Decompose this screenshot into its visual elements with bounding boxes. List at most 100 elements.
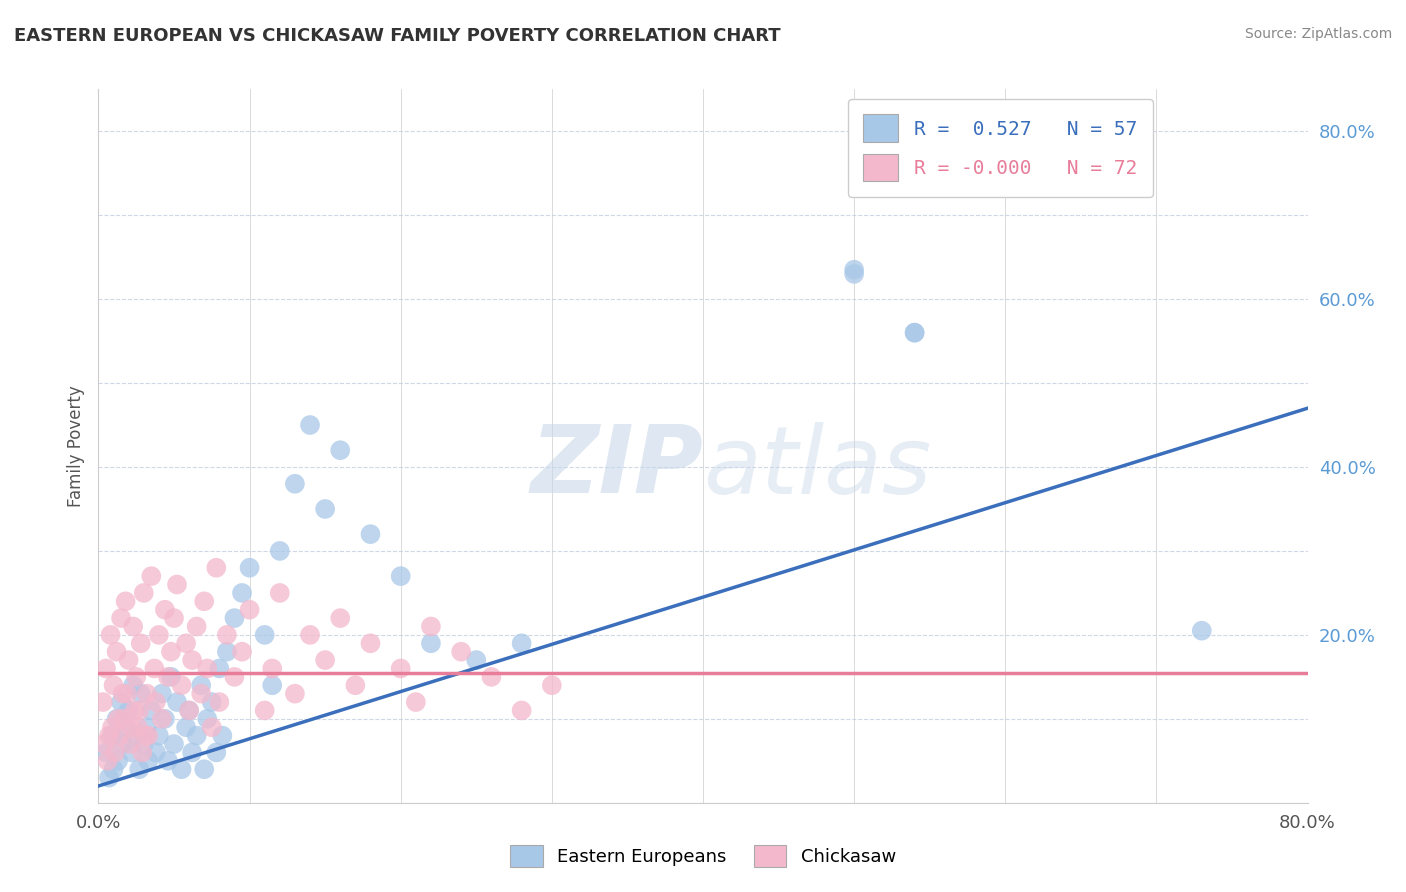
Point [128,703,150,717]
Point [141,569,163,583]
Point [132,586,155,600]
Point [208,695,231,709]
Point [224,670,246,684]
Point [201,720,224,734]
Point [215,628,238,642]
Point [114,594,136,608]
Point [135,720,157,734]
Point [193,594,215,608]
Point [132,737,155,751]
Point [121,746,143,760]
Point [153,712,176,726]
Point [103,762,125,776]
Point [160,670,183,684]
Point [465,653,488,667]
Point [166,577,188,591]
Point [118,703,141,717]
Point [284,476,307,491]
Point [98,771,121,785]
Point [121,720,143,734]
Y-axis label: Family Poverty: Family Poverty [66,385,84,507]
Point [91,695,114,709]
Text: Source: ZipAtlas.com: Source: ZipAtlas.com [1244,27,1392,41]
Point [314,502,336,516]
Point [107,712,129,726]
Point [145,746,167,760]
Point [124,703,146,717]
Point [450,645,472,659]
Point [179,703,201,717]
Point [389,661,412,675]
Point [105,712,128,726]
Point [540,678,562,692]
Point [156,670,179,684]
Point [195,712,218,726]
Point [141,703,163,717]
Point [114,720,136,734]
Point [131,746,153,760]
Point [110,611,132,625]
Point [904,326,927,340]
Point [160,645,183,659]
Point [208,661,231,675]
Point [94,746,117,760]
Point [360,636,382,650]
Point [299,417,322,432]
Point [211,729,233,743]
Point [510,636,533,650]
Legend: Eastern Europeans, Chickasaw: Eastern Europeans, Chickasaw [503,838,903,874]
Point [186,729,208,743]
Point [314,653,336,667]
Point [205,560,228,574]
Point [107,754,129,768]
Point [186,619,208,633]
Point [150,687,173,701]
Point [101,729,124,743]
Point [108,729,131,743]
Point [163,737,186,751]
Point [170,762,193,776]
Point [150,712,173,726]
Legend: R =  0.527   N = 57, R = -0.000   N = 72: R = 0.527 N = 57, R = -0.000 N = 72 [848,99,1153,197]
Point [103,678,125,692]
Point [481,670,503,684]
Point [179,703,201,717]
Point [129,636,152,650]
Point [153,603,176,617]
Point [253,703,276,717]
Point [112,712,135,726]
Point [115,687,138,701]
Point [143,661,166,675]
Point [299,628,322,642]
Point [134,729,156,743]
Point [231,645,253,659]
Point [262,678,284,692]
Point [110,695,132,709]
Point [174,720,197,734]
Point [145,695,167,709]
Text: atlas: atlas [703,422,931,513]
Point [96,754,118,768]
Point [844,262,866,277]
Point [174,636,197,650]
Point [94,661,117,675]
Point [253,628,276,642]
Point [904,326,927,340]
Point [129,687,152,701]
Point [190,678,212,692]
Point [329,611,352,625]
Point [148,628,170,642]
Point [101,720,124,734]
Point [120,737,142,751]
Point [104,746,127,760]
Point [93,737,115,751]
Point [344,678,367,692]
Point [166,695,188,709]
Point [118,653,141,667]
Point [98,729,121,743]
Point [193,762,215,776]
Point [360,527,382,541]
Point [329,443,352,458]
Point [269,586,291,600]
Point [389,569,412,583]
